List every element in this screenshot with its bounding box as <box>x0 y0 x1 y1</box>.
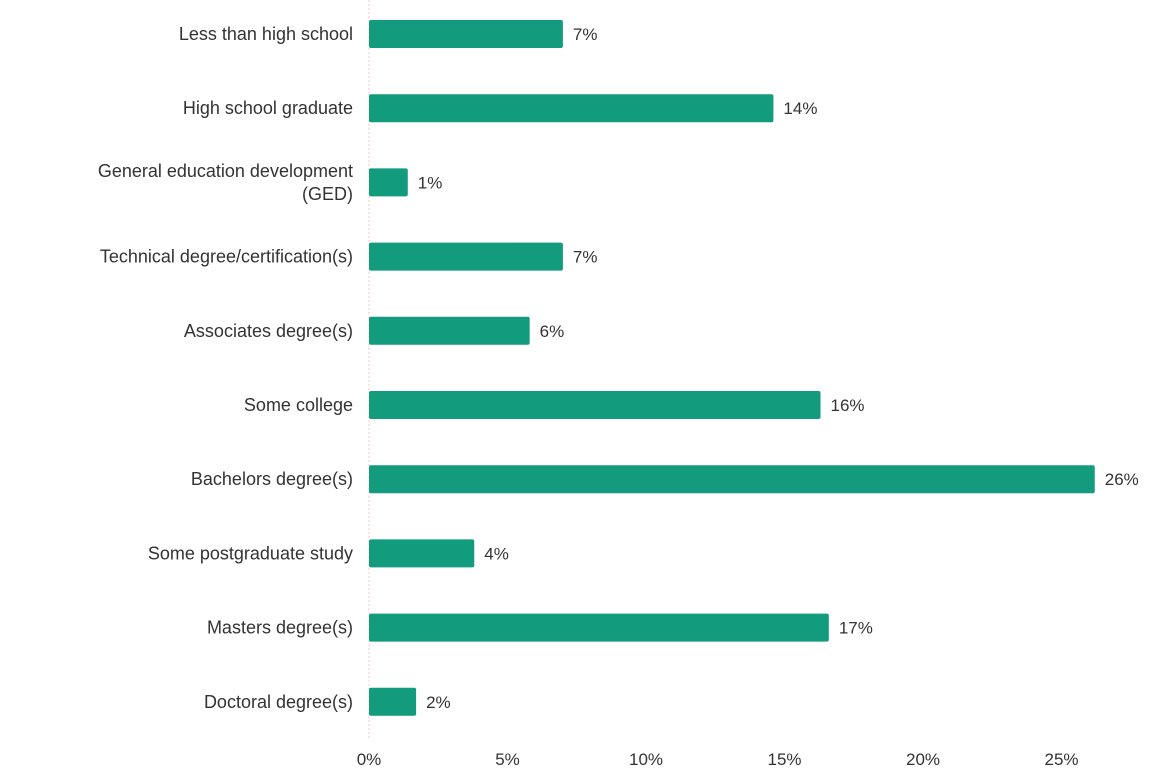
x-tick-label: 20% <box>906 750 940 769</box>
bar <box>369 242 563 271</box>
x-tick-label: 25% <box>1044 750 1078 769</box>
data-label: 7% <box>573 248 598 267</box>
category-label: Some postgraduate study <box>148 543 353 563</box>
bar <box>369 613 829 642</box>
data-label: 14% <box>783 99 817 118</box>
category-label: Bachelors degree(s) <box>191 469 353 489</box>
bar <box>369 20 563 48</box>
category-label: Masters degree(s) <box>207 618 353 638</box>
category-label: Some college <box>244 395 353 415</box>
data-label: 16% <box>831 396 865 415</box>
category-label: (GED) <box>302 184 353 204</box>
bar <box>369 316 530 345</box>
category-label: General education development <box>98 161 353 181</box>
data-label: 17% <box>839 619 873 638</box>
bar <box>369 465 1095 494</box>
bar <box>369 168 408 197</box>
category-label: High school graduate <box>183 98 353 118</box>
category-label: Technical degree/certification(s) <box>100 247 353 267</box>
x-tick-label: 15% <box>767 750 801 769</box>
data-label: 26% <box>1105 470 1139 489</box>
category-label: Less than high school <box>179 24 353 44</box>
data-label: 1% <box>418 173 443 192</box>
x-tick-label: 5% <box>495 750 520 769</box>
data-label: 7% <box>573 25 598 44</box>
bar <box>369 687 417 716</box>
bar <box>369 94 774 123</box>
data-label: 2% <box>426 693 451 712</box>
category-label: Associates degree(s) <box>184 321 353 341</box>
data-label: 6% <box>540 322 565 341</box>
category-label: Doctoral degree(s) <box>204 692 353 712</box>
bar <box>369 539 475 568</box>
x-tick-label: 10% <box>629 750 663 769</box>
x-tick-label: 0% <box>357 750 382 769</box>
bar <box>369 391 821 419</box>
data-label: 4% <box>484 544 509 563</box>
